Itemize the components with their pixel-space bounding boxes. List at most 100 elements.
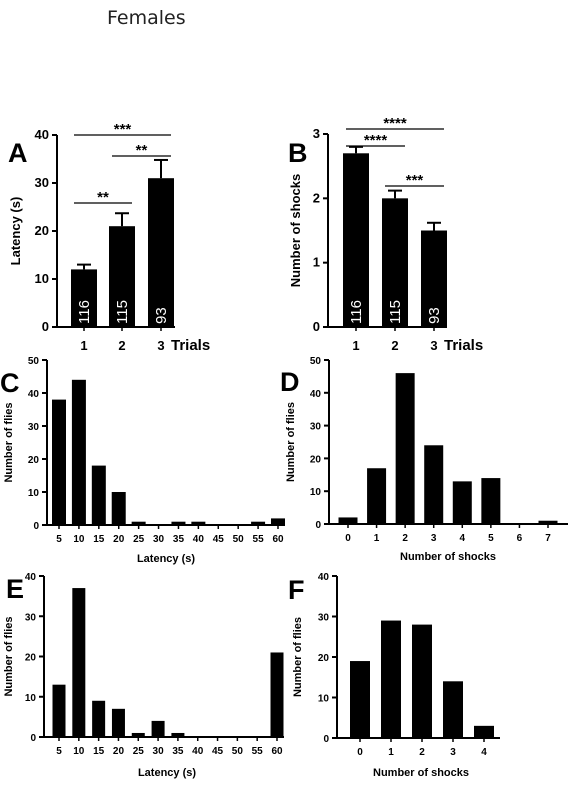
x-tick-label: 30 bbox=[153, 746, 165, 757]
x-tick-label: 5 bbox=[56, 746, 62, 757]
bar bbox=[443, 681, 463, 738]
x-tick-label: 40 bbox=[193, 534, 205, 545]
x-tick-label: 45 bbox=[213, 534, 225, 545]
y-tick-label: 20 bbox=[318, 653, 330, 664]
significance-label: **** bbox=[364, 132, 388, 149]
x-tick-label: 35 bbox=[173, 534, 185, 545]
panel-label: D bbox=[280, 367, 300, 397]
x-tick-label: 20 bbox=[113, 746, 125, 757]
x-axis-title: Latency (s) bbox=[138, 767, 196, 779]
y-tick-label: 0 bbox=[30, 733, 36, 744]
y-tick-label: 0 bbox=[313, 319, 320, 334]
bar bbox=[452, 481, 472, 524]
x-tick-label: 45 bbox=[212, 746, 224, 757]
x-tick-label: 50 bbox=[233, 534, 245, 545]
x-tick-label: 3 bbox=[450, 747, 456, 758]
y-tick-label: 10 bbox=[35, 271, 49, 286]
y-tick-label: 30 bbox=[310, 422, 322, 433]
n-label: 115 bbox=[114, 300, 131, 324]
y-tick-label: 0 bbox=[42, 319, 49, 334]
x-tick-label: 15 bbox=[93, 534, 105, 545]
n-label: 116 bbox=[348, 300, 365, 324]
x-tick-label: 6 bbox=[517, 533, 523, 544]
x-tick-label: 2 bbox=[419, 747, 425, 758]
y-tick-label: 40 bbox=[310, 389, 322, 400]
y-tick-label: 40 bbox=[35, 127, 49, 142]
bar bbox=[343, 153, 369, 327]
y-tick-label: 0 bbox=[315, 520, 321, 531]
x-tick-label: 10 bbox=[73, 746, 85, 757]
x-tick-label: 3 bbox=[430, 338, 437, 353]
y-tick-label: 0 bbox=[33, 521, 39, 532]
x-tick-label: 1 bbox=[388, 747, 394, 758]
x-tick-label: 4 bbox=[481, 747, 487, 758]
bar bbox=[131, 521, 146, 525]
bar bbox=[474, 725, 494, 738]
panel-d: D 0 10 20 30 40 50 0 1 2 3 4 5 6 7 Number of flies Numbe… bbox=[280, 356, 568, 563]
x-tick-label: 3 bbox=[431, 533, 437, 544]
bar bbox=[350, 661, 370, 738]
page-title: Females bbox=[107, 7, 186, 29]
y-tick-label: 10 bbox=[25, 693, 37, 704]
y-tick-label: 50 bbox=[310, 356, 322, 367]
bar bbox=[71, 269, 97, 327]
panel-label: F bbox=[288, 575, 305, 605]
y-tick-label: 40 bbox=[28, 389, 40, 400]
bar bbox=[91, 465, 106, 525]
y-tick-label: 20 bbox=[310, 454, 322, 465]
x-tick-label: 25 bbox=[133, 746, 145, 757]
y-tick-label: 10 bbox=[310, 487, 322, 498]
x-tick-label: 30 bbox=[153, 534, 165, 545]
x-tick-label: 0 bbox=[357, 747, 363, 758]
y-tick-label: 50 bbox=[28, 356, 40, 367]
bar bbox=[52, 399, 66, 525]
x-tick-label: 2 bbox=[402, 533, 408, 544]
n-label: 116 bbox=[76, 300, 93, 324]
bar bbox=[151, 720, 165, 737]
y-tick-label: 10 bbox=[318, 694, 330, 705]
x-tick-label: 2 bbox=[118, 338, 125, 353]
y-tick-label: 3 bbox=[313, 126, 320, 141]
y-tick-label: 20 bbox=[28, 455, 40, 466]
x-tick-label: 60 bbox=[272, 534, 284, 545]
x-axis-title: Trials bbox=[444, 337, 483, 354]
panel-e: E 0 10 20 30 40 5 10 15 20 25 30 35 40 45 50 55 60 Number … bbox=[3, 572, 284, 779]
bar bbox=[424, 445, 444, 524]
n-label: 93 bbox=[426, 307, 443, 324]
x-axis-title: Number of shocks bbox=[373, 767, 469, 779]
x-tick-label: 55 bbox=[253, 534, 265, 545]
bar bbox=[111, 708, 125, 737]
y-tick-label: 40 bbox=[318, 572, 330, 583]
y-axis-title: Latency (s) bbox=[8, 197, 23, 266]
panel-label: B bbox=[288, 138, 308, 168]
y-axis-title: Number of shocks bbox=[288, 174, 303, 287]
panel-label: E bbox=[6, 574, 24, 604]
x-axis-title: Trials bbox=[171, 337, 210, 354]
y-tick-label: 30 bbox=[28, 422, 40, 433]
bar bbox=[251, 521, 266, 525]
significance-label: *** bbox=[114, 121, 132, 138]
x-tick-label: 7 bbox=[545, 533, 551, 544]
y-tick-label: 40 bbox=[25, 572, 37, 583]
y-axis-title: Number of flies bbox=[3, 616, 15, 696]
panel-label: A bbox=[8, 138, 28, 168]
bar bbox=[111, 492, 126, 525]
n-label: 93 bbox=[153, 307, 170, 324]
x-tick-label: 0 bbox=[345, 533, 351, 544]
y-tick-label: 30 bbox=[35, 175, 49, 190]
y-tick-label: 30 bbox=[25, 612, 37, 623]
bar bbox=[109, 226, 135, 327]
significance-label: *** bbox=[406, 172, 424, 189]
x-tick-label: 5 bbox=[56, 534, 62, 545]
bar bbox=[270, 652, 284, 737]
bar bbox=[71, 379, 86, 525]
bar bbox=[148, 178, 174, 327]
bar bbox=[367, 468, 387, 524]
n-label: 115 bbox=[387, 300, 404, 324]
x-tick-label: 20 bbox=[113, 534, 125, 545]
x-tick-label: 5 bbox=[488, 533, 494, 544]
x-axis-title: Number of shocks bbox=[400, 551, 496, 563]
bar bbox=[421, 230, 447, 327]
x-tick-label: 4 bbox=[460, 533, 466, 544]
bar bbox=[72, 588, 86, 737]
